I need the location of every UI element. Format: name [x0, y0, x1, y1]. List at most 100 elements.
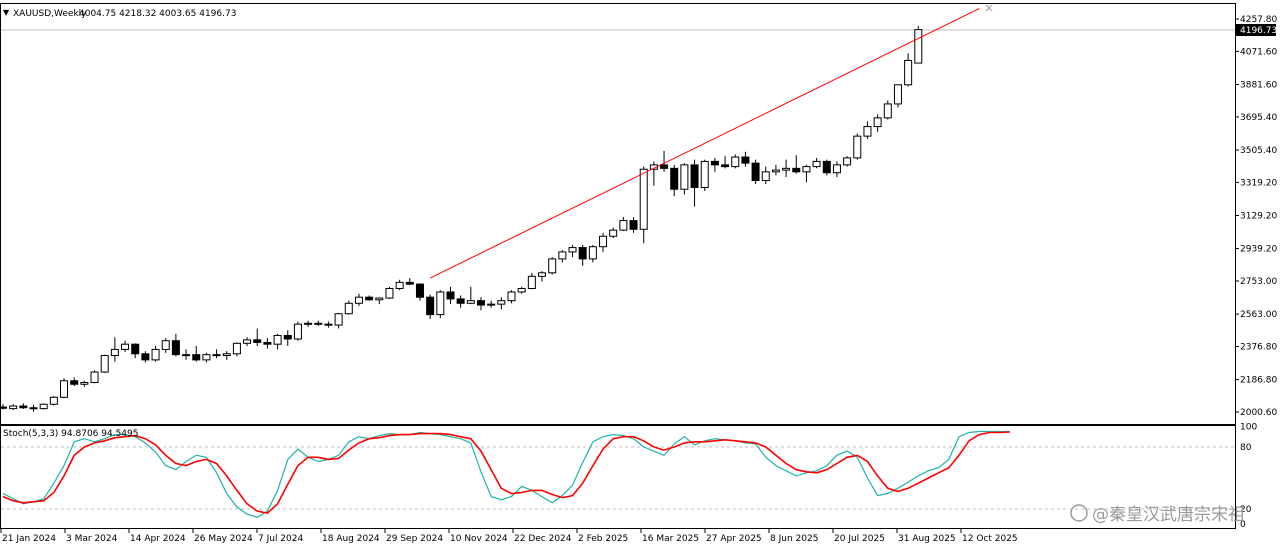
time-tick-label: 18 Aug 2024: [322, 534, 380, 544]
time-axis: 21 Jan 2024 3 Mar 2024 14 Apr 2024 26 May 2…: [0, 529, 1018, 544]
candle-bull: [548, 258, 557, 274]
candle-bull: [344, 302, 353, 315]
candle-bull: [863, 126, 872, 137]
stochastic-pane[interactable]: [0, 425, 1236, 529]
watermark-logo-icon: [1070, 504, 1088, 522]
candle-bull: [700, 160, 709, 189]
candle-bull: [639, 168, 648, 230]
collapse-arrow-icon[interactable]: ▼: [3, 8, 10, 17]
candle-bull: [893, 84, 902, 105]
candle-bear: [660, 164, 669, 169]
candle-bear: [0, 406, 7, 409]
time-tick-label: 22 Dec 2024: [514, 534, 572, 544]
candle-bull: [497, 300, 506, 305]
candle-bear: [721, 164, 730, 168]
stoch-tick-label: 0: [1240, 520, 1246, 530]
candle-bear: [415, 283, 424, 298]
candle-bull: [538, 272, 547, 277]
candle-bull: [680, 164, 689, 190]
candle-bull: [782, 167, 791, 171]
candle-bull: [334, 313, 343, 326]
candle-bull: [812, 160, 821, 168]
time-tick-label: 12 Oct 2025: [962, 534, 1018, 544]
candle-bull: [60, 380, 69, 398]
candle-bull: [39, 403, 48, 410]
candle-bear: [741, 156, 750, 164]
candle-bull: [507, 291, 516, 302]
candle-bull: [568, 247, 577, 253]
candle-bear: [192, 354, 201, 361]
candle-bull: [151, 348, 160, 361]
time-tick-label: 20 Jul 2025: [834, 534, 885, 544]
candle-bull: [761, 171, 770, 182]
time-tick-label: 7 Jul 2024: [258, 534, 303, 544]
price-tick-label: 4257.80: [1240, 15, 1277, 25]
candle-bear: [141, 353, 150, 361]
candle-bull: [517, 287, 526, 293]
price-tick-label: 4071.60: [1240, 47, 1277, 57]
last-price-badge: [1236, 24, 1276, 36]
stochastic-axis: 100 80 20 0: [1240, 422, 1257, 530]
time-tick-label: 2 Feb 2025: [578, 534, 628, 544]
price-tick-label: 2000.60: [1240, 408, 1277, 418]
candle-bear: [365, 296, 374, 301]
candle-bear: [792, 167, 801, 173]
last-price-label: 4196.73: [1240, 26, 1277, 36]
candle-bull: [395, 281, 404, 289]
candle-bear: [710, 160, 719, 166]
candle-bull: [354, 296, 363, 304]
candle-bear: [70, 380, 79, 385]
stochastic-label: Stoch(5,3,3) 94.8706 94.5495: [3, 429, 138, 439]
time-tick-label: 10 Nov 2024: [450, 534, 508, 544]
candle-bull: [771, 169, 780, 173]
candle-bull: [843, 157, 852, 166]
candle-bull: [222, 353, 231, 357]
candle-bull: [599, 235, 608, 248]
candle-bull: [100, 355, 109, 373]
candle-bear: [263, 341, 272, 345]
candle-bull: [90, 371, 99, 384]
price-tick-label: 3881.60: [1240, 81, 1277, 91]
time-tick-label: 14 Apr 2024: [130, 534, 186, 544]
stoch-d-line: [2, 431, 1010, 514]
candle-bear: [690, 164, 699, 189]
time-tick-label: 21 Jan 2024: [2, 534, 56, 544]
trendline[interactable]: [429, 8, 980, 279]
candle-bull: [49, 396, 58, 405]
candle-bull: [883, 103, 892, 119]
candle-bull: [304, 322, 313, 325]
price-tick-label: 3319.20: [1240, 178, 1277, 188]
price-pane[interactable]: [0, 3, 1236, 425]
candle-bear: [131, 343, 140, 355]
time-tick-label: 26 May 2024: [194, 534, 253, 544]
stochastic-lines: [2, 430, 1010, 518]
candle-bull: [619, 220, 628, 231]
candle-bear: [19, 405, 28, 409]
time-tick-label: 31 Aug 2025: [898, 534, 956, 544]
candle-bull: [914, 29, 923, 64]
time-tick-label: 27 Apr 2025: [706, 534, 762, 544]
candle-bear: [629, 220, 638, 230]
stoch-tick-label: 80: [1240, 443, 1252, 453]
trendline-end-handle[interactable]: [985, 4, 993, 12]
candle-bear: [253, 339, 262, 343]
candle-bear: [212, 354, 221, 357]
candle-bull: [375, 297, 384, 301]
price-tick-label: 3505.40: [1240, 146, 1277, 156]
candle-bull: [161, 340, 170, 350]
candle-bear: [426, 296, 435, 316]
candle-bull: [110, 348, 119, 357]
candle-bull: [802, 166, 811, 173]
candle-bull: [558, 251, 567, 260]
stoch-k-line: [2, 430, 1010, 518]
ohlc-values: 4004.75 4218.32 4003.65 4196.73: [79, 9, 236, 19]
candle-bull: [527, 275, 536, 289]
candle-bull: [121, 343, 130, 350]
price-tick-label: 2186.80: [1240, 376, 1277, 386]
candle-bear: [324, 323, 333, 326]
candle-bull: [273, 334, 282, 345]
price-axis: 4257.80 4071.60 3881.60 3695.40 3505.40 3319.…: [1235, 15, 1277, 418]
candle-bear: [171, 340, 180, 356]
candle-bull: [182, 354, 191, 357]
